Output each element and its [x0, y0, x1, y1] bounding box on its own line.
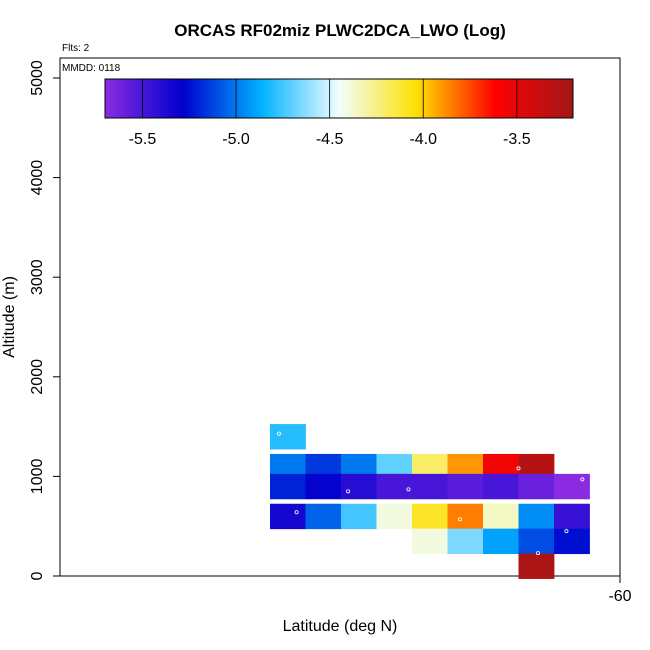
heatmap-cell: [376, 503, 413, 530]
heatmap-cell: [270, 473, 306, 500]
y-axis-label: Altitude (m): [1, 276, 18, 358]
heatmap-cell: [447, 503, 484, 530]
colorbar-ticks: -5.5 -5.0 -4.5 -4.0 -3.5: [129, 79, 531, 148]
sample-marker: [580, 477, 585, 482]
colorbar: -5.5 -5.0 -4.5 -4.0 -3.5: [104, 78, 574, 148]
y-tick-label: 2000: [29, 359, 46, 395]
sample-marker: [406, 487, 411, 492]
heatmap-cell: [341, 503, 377, 530]
x-axis-label: Latitude (deg N): [283, 618, 398, 635]
colorbar-tick-label: -5.0: [222, 131, 250, 148]
heatmap-cell: [483, 528, 519, 555]
colorbar-tick-label: -4.5: [316, 131, 344, 148]
sample-marker: [294, 510, 299, 515]
y-tick-label: 4000: [29, 160, 46, 196]
heatmap-cell: [305, 503, 342, 530]
heatmap-cell: [554, 503, 590, 530]
x-tick-label: -60: [608, 588, 631, 605]
x-axis: -60: [608, 576, 632, 605]
sample-markers: [276, 431, 585, 556]
heatmap-cell: [518, 503, 555, 530]
sample-marker: [346, 489, 351, 494]
y-axis: 0 1000 2000 3000 4000 5000: [29, 60, 61, 580]
heatmap-cell: [341, 473, 377, 500]
colorbar-tick-label: -5.5: [129, 131, 157, 148]
chart-title: ORCAS RF02miz PLWC2DCA_LWO (Log): [174, 21, 506, 40]
heatmap-cell: [483, 473, 519, 500]
y-tick-label: 5000: [29, 60, 46, 96]
sample-marker: [536, 551, 541, 556]
y-tick-label: 3000: [29, 259, 46, 295]
heatmap-cell: [412, 473, 448, 500]
sample-marker: [516, 466, 521, 471]
heatmap-cell: [305, 473, 342, 500]
heatmap-cells: [270, 424, 590, 579]
colorbar-bar: [104, 78, 574, 119]
heatmap-cell: [518, 473, 555, 500]
date-annotation: MMDD: 0118: [62, 63, 121, 74]
heatmap-cell: [554, 528, 590, 555]
heatmap-cell: [412, 503, 448, 530]
flights-annotation: Flts: 2: [62, 43, 90, 54]
heatmap-cell: [376, 473, 413, 500]
sample-marker: [564, 529, 569, 534]
heatmap-cell: [554, 473, 590, 500]
heatmap-cell: [483, 503, 519, 530]
y-tick-label: 0: [29, 571, 46, 580]
colorbar-tick-label: -4.0: [409, 131, 437, 148]
heatmap-cell: [412, 528, 448, 555]
y-tick-label: 1000: [29, 459, 46, 495]
heatmap-cell: [518, 553, 555, 579]
sample-marker: [276, 431, 281, 436]
colorbar-tick-label: -3.5: [503, 131, 531, 148]
heatmap-cell: [447, 473, 484, 500]
sample-marker: [457, 517, 462, 522]
heatmap-cell: [270, 424, 306, 450]
heatmap-cell: [447, 528, 484, 555]
heatmap-cell: [270, 503, 306, 530]
heatmap-cell: [518, 528, 555, 555]
